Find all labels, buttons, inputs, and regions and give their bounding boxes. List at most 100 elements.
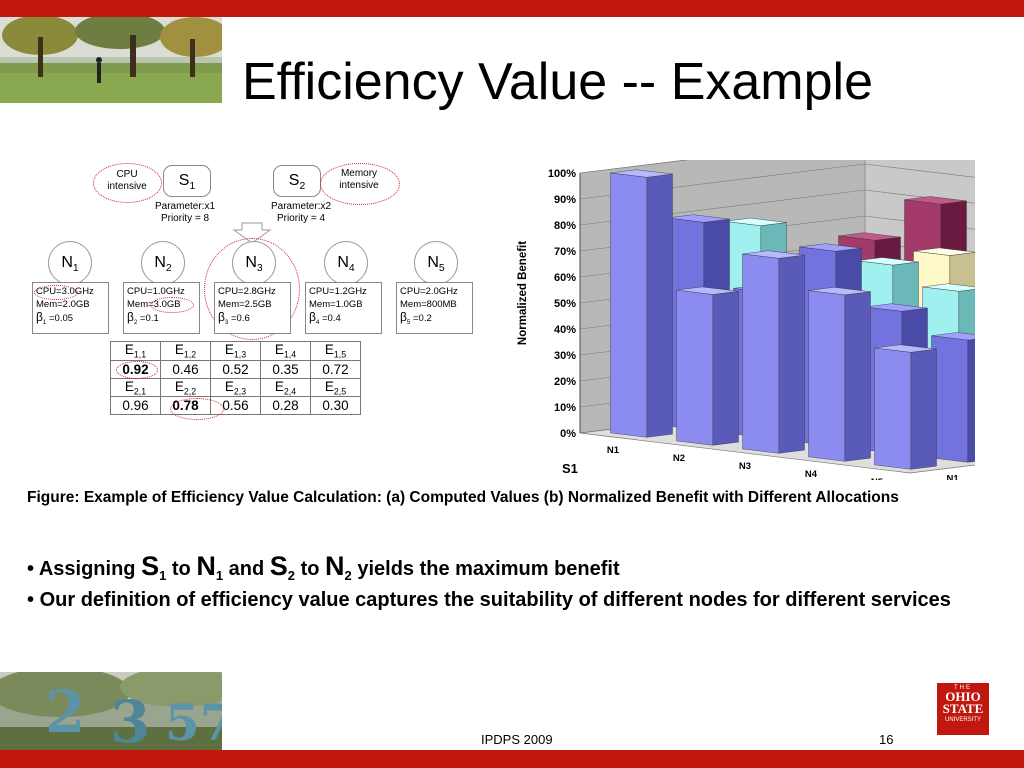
chart-bar-front <box>874 347 911 470</box>
chart-bar-top <box>922 283 975 292</box>
chart-depth-tick-label: N1 <box>947 474 960 481</box>
node-n5: N5 <box>414 241 458 285</box>
table-cell: 0.46 <box>160 359 211 379</box>
e11-highlight-oval <box>116 361 158 379</box>
service-s1-priority: Priority = 8 <box>160 213 210 224</box>
chart-y-tick-label: 40% <box>554 324 576 336</box>
chart-bar-side <box>844 291 871 462</box>
chart-gridline <box>579 160 689 174</box>
chart-bar <box>874 344 937 470</box>
chart-y-tick-label: 60% <box>554 272 576 284</box>
chart-gridline <box>579 189 975 226</box>
chart-bar-top <box>904 196 967 205</box>
table-header-cell: E1,1 <box>110 341 161 361</box>
footer-conference: IPDPS 2009 <box>481 732 553 747</box>
table-cell: 0.72 <box>310 359 361 379</box>
chart-bar <box>742 250 805 454</box>
chart-y-tick-label: 80% <box>554 220 576 232</box>
chart-bar-top <box>676 286 739 295</box>
table-header-cell: E2,2 <box>160 377 211 398</box>
service-s1: S1 <box>163 165 211 197</box>
chart-y-tick-label: 0% <box>560 428 576 440</box>
figure-caption: Figure: Example of Efficiency Value Calc… <box>27 489 899 506</box>
chart-bar-front <box>610 172 648 438</box>
chart-bar-side <box>967 339 975 463</box>
chart-y-tick-label: 90% <box>554 194 576 206</box>
service-s2-parameter: Parameter:x2 <box>270 201 332 212</box>
chart-x-axis-label: S1 <box>562 461 578 476</box>
table-cell: 0.96 <box>110 396 161 416</box>
chart-bar-front <box>808 290 845 462</box>
table-header-cell: E1,5 <box>310 341 361 361</box>
chart-bar-top <box>856 257 919 266</box>
chart-bar-top <box>865 303 928 312</box>
table-cell: 0.52 <box>210 359 261 379</box>
table-header-cell: E2,3 <box>210 377 261 398</box>
chart-bar-top <box>610 169 673 178</box>
chart-y-tick-label: 100% <box>548 168 576 180</box>
table-cell: 0.28 <box>260 396 311 416</box>
bullet-2: • Our definition of efficiency value cap… <box>27 589 951 611</box>
chart-bar-top <box>808 287 871 296</box>
bullet-1: • Assigning S1 to N1 and S2 to N2 yields… <box>27 551 620 584</box>
chart-y-tick-label: 30% <box>554 350 576 362</box>
chart-x-tick-label: N3 <box>739 461 751 472</box>
chart-bar-top <box>724 217 787 226</box>
cpu-intensive-note: CPU intensive <box>107 169 147 192</box>
chart-bar-front <box>676 289 714 446</box>
slide-title: Efficiency Value -- Example <box>242 53 874 111</box>
memory-intensive-oval <box>320 163 400 205</box>
table-cell: 0.30 <box>310 396 361 416</box>
node-n2-mem-oval <box>150 297 194 313</box>
efficiency-value-table: E1,1 E1,2 E1,3 E1,4 E1,5 0.92 0.46 0.52 … <box>110 341 361 416</box>
node-n1-cpu-oval <box>34 285 78 300</box>
table-header-cell: E1,2 <box>160 341 211 361</box>
svg-text:3: 3 <box>110 688 150 750</box>
chart-bar-top <box>667 214 730 223</box>
chart-bar-top <box>874 344 937 353</box>
table-row: 0.96 0.78 0.56 0.28 0.30 <box>110 396 361 416</box>
chart-y-tick-label: 20% <box>554 376 576 388</box>
chart-gridline <box>579 163 975 200</box>
selection-arrow-icon <box>232 222 272 244</box>
node-n3: N3 <box>232 241 276 285</box>
normalized-benefit-chart: 0% 10% 20% 30% 40% 50% 60% 70% 80% 90% 100% Normali… <box>517 160 975 481</box>
svg-text:2: 2 <box>45 678 85 746</box>
chart-y-tick-label: 50% <box>554 298 576 310</box>
chart-x-tick-label: N4 <box>805 469 818 480</box>
node-n3-spec: CPU=2.8GHz Mem=2.5GB β3 =0.6 <box>214 282 291 334</box>
campus-photo <box>0 17 222 103</box>
campus-sculpture-photo: 2 3 57 <box>0 672 222 750</box>
node-n4: N4 <box>324 241 368 285</box>
chart-bar-side <box>910 348 937 470</box>
chart-bar-top <box>838 232 901 241</box>
node-n1: N1 <box>48 241 92 285</box>
chart-bar-top <box>913 247 975 256</box>
chart-x-tick-label: N5 <box>871 477 884 480</box>
chart-bar-top <box>799 243 862 252</box>
cpu-intensive-oval <box>93 163 162 203</box>
table-header-cell: E2,5 <box>310 377 361 398</box>
node-n3-highlight-oval <box>204 238 300 340</box>
chart-bar-top <box>931 332 975 341</box>
service-s2-priority: Priority = 4 <box>276 213 326 224</box>
service-s1-parameter: Parameter:x1 <box>154 201 216 212</box>
chart-bar-top <box>742 250 805 259</box>
node-n4-spec: CPU=1.2GHz Mem=1.0GB β4 =0.4 <box>305 282 382 334</box>
ohio-state-logo: THE OHIO STATE UNIVERSITY <box>937 683 989 735</box>
chart-bar-front <box>742 253 779 454</box>
chart-bar <box>931 332 975 463</box>
chart-y-tick-label: 10% <box>554 402 576 414</box>
top-accent-bar <box>0 0 1024 17</box>
chart-bar <box>808 287 871 462</box>
table-row: E1,1 E1,2 E1,3 E1,4 E1,5 <box>110 341 361 361</box>
table-header-cell: E2,1 <box>110 377 161 398</box>
memory-intensive-note: Memory intensive <box>339 168 379 191</box>
chart-bar-side <box>646 173 673 438</box>
table-row: E2,1 E2,2 E2,3 E2,4 E2,5 <box>110 377 361 398</box>
node-n5-spec: CPU=2.0GHz Mem=800MB β5 =0.2 <box>396 282 473 334</box>
service-s2: S2 <box>273 165 321 197</box>
bottom-accent-bar <box>0 750 1024 768</box>
chart-bar <box>610 169 673 438</box>
chart-bar-side <box>778 254 805 454</box>
